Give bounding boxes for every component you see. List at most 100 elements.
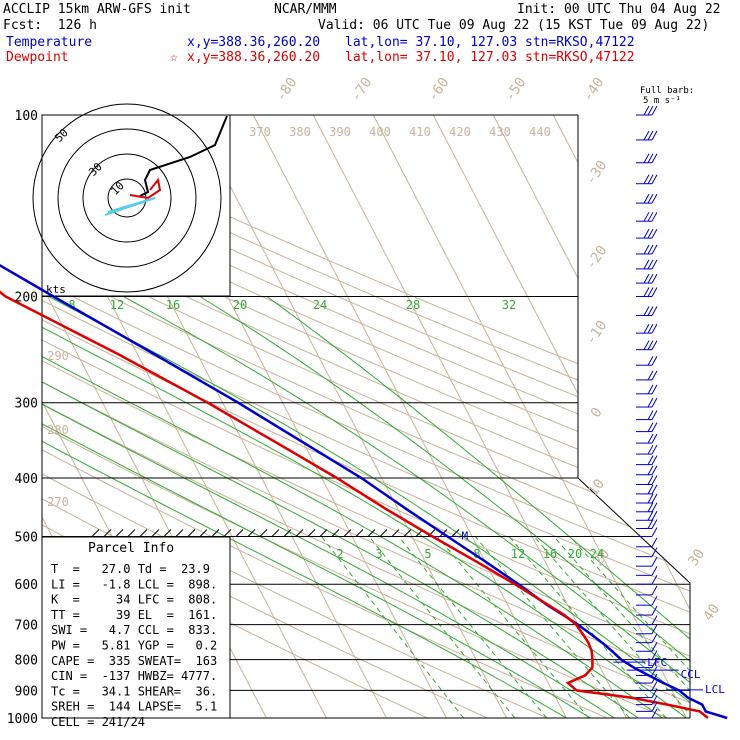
parcel-info-row: CELL = 241/24 bbox=[51, 715, 145, 729]
wind-barb bbox=[636, 433, 658, 444]
dewpoint-station: stn=RKSO,47122 bbox=[525, 50, 635, 65]
hodograph-ring bbox=[82, 153, 172, 243]
wind-barb bbox=[636, 323, 658, 334]
wind-barb-flag bbox=[647, 193, 654, 204]
wind-barb bbox=[636, 633, 658, 644]
wind-barb-flag bbox=[651, 511, 658, 521]
wind-barb-flag bbox=[647, 433, 654, 444]
theta-label: 380 bbox=[289, 125, 311, 139]
wind-barb bbox=[636, 688, 658, 699]
hatch-tick bbox=[139, 529, 148, 537]
wind-barb bbox=[636, 502, 658, 513]
wind-barb bbox=[636, 193, 658, 204]
parcel-info-title: Parcel Info bbox=[88, 541, 174, 556]
wind-barb bbox=[636, 153, 658, 164]
moist-adiabat-label: 32 bbox=[502, 298, 516, 312]
moist-adiabat-label: 20 bbox=[233, 298, 247, 312]
wind-barb bbox=[636, 130, 658, 141]
wind-barb-flag bbox=[651, 574, 658, 585]
wind-barb-flag bbox=[647, 211, 654, 222]
wind-barb-flag bbox=[643, 130, 650, 141]
wind-barb-flag bbox=[651, 484, 658, 495]
temperature-xy: x,y=388.36,260.20 bbox=[187, 35, 321, 50]
wind-barb-flag bbox=[643, 273, 650, 284]
wind-barb-flag bbox=[651, 455, 658, 465]
mixing-ratio-label: 16 bbox=[543, 547, 557, 561]
hatch-tick bbox=[331, 529, 340, 537]
wind-barb-flag bbox=[647, 422, 654, 432]
hatch-tick bbox=[103, 529, 112, 537]
hatch-tick bbox=[115, 529, 124, 537]
theta-label: 440 bbox=[529, 125, 551, 139]
wind-barb bbox=[636, 105, 658, 116]
wind-barb-flag bbox=[651, 527, 658, 537]
dewpoint-marker-icon: ☆ bbox=[170, 50, 178, 65]
pressure-tick-label: 100 bbox=[15, 109, 38, 124]
wind-barb bbox=[636, 259, 658, 270]
wind-barb bbox=[636, 519, 658, 530]
wind-barb-flag bbox=[651, 287, 658, 297]
theta-side-label: 290 bbox=[47, 349, 69, 363]
isotherm-label: -20 bbox=[583, 243, 611, 273]
wind-barb-flag bbox=[651, 384, 658, 395]
wind-barb bbox=[636, 287, 658, 298]
pressure-tick-label: 200 bbox=[15, 291, 38, 306]
wind-barb-flag bbox=[647, 475, 654, 485]
dry-adiabat bbox=[42, 115, 690, 718]
dry-adiabat bbox=[42, 115, 690, 718]
wind-barb-flag bbox=[643, 193, 650, 204]
wind-barb-flag bbox=[647, 323, 654, 334]
wind-barb-flag bbox=[651, 355, 658, 366]
forecast-hour: Fcst: 126 h bbox=[3, 18, 97, 33]
moist-adiabat-label: 8 bbox=[68, 298, 75, 312]
dry-adiabat bbox=[42, 115, 690, 718]
parcel-info-row: CAPE = 335 SWEAT= 163 bbox=[51, 654, 217, 668]
isotherm-line bbox=[192, 115, 507, 718]
parcel-info-row: SREH = 144 LAPSE= 5.1 bbox=[51, 700, 217, 714]
mixing-ratio-line bbox=[398, 536, 548, 718]
parcel-info-box: Parcel Info T = 27.0 Td = 23.9LI = -1.8 L… bbox=[41, 536, 231, 729]
wind-barb-flag bbox=[643, 153, 650, 163]
wind-barb bbox=[636, 370, 658, 381]
wind-barb-flag bbox=[643, 306, 650, 316]
wind-barb bbox=[636, 574, 658, 585]
wind-barb bbox=[636, 465, 658, 476]
wind-barb bbox=[636, 605, 658, 616]
wind-barb bbox=[636, 228, 658, 239]
isotherm-label: 20 bbox=[590, 546, 613, 569]
wind-barb-flag bbox=[651, 130, 658, 141]
wind-barb-flag bbox=[647, 355, 654, 366]
wind-barb bbox=[636, 547, 658, 558]
wind-barb bbox=[636, 340, 658, 351]
parcel-info-row: Tc = 34.1 SHEAR= 36. bbox=[51, 684, 217, 698]
temperature-station: stn=RKSO,47122 bbox=[525, 35, 635, 50]
isotherm-line bbox=[432, 115, 690, 718]
hatch-tick bbox=[187, 529, 196, 537]
wind-barb-flag bbox=[647, 174, 654, 184]
isotherm-label: -40 bbox=[580, 75, 608, 105]
theta-label: 410 bbox=[409, 125, 431, 139]
wind-barb-flag bbox=[651, 273, 658, 284]
barb-legend-title: Full barb: bbox=[640, 86, 695, 96]
wind-barb-flag bbox=[643, 228, 650, 239]
theta-label: 420 bbox=[449, 125, 471, 139]
parcel-info-row: K = 34 LFC = 808. bbox=[51, 593, 217, 607]
wind-barb-flag bbox=[643, 174, 650, 184]
mixing-ratio-line bbox=[321, 536, 464, 718]
mixing-ratio-label: 5 bbox=[424, 547, 431, 561]
dry-adiabat bbox=[42, 115, 690, 718]
isotherm-label: -60 bbox=[425, 75, 453, 105]
isotherm-label: -80 bbox=[273, 75, 301, 105]
wind-barb-flag bbox=[647, 397, 654, 408]
hatch-tick bbox=[175, 529, 184, 537]
frame-right bbox=[577, 115, 691, 718]
wind-barb-flag bbox=[643, 211, 650, 222]
wind-barb-flag bbox=[651, 422, 658, 432]
hodograph-units: kts bbox=[46, 283, 66, 296]
center-title: NCAR/MMM bbox=[274, 2, 337, 17]
wind-barb bbox=[636, 475, 658, 486]
pressure-tick-label: 300 bbox=[15, 397, 38, 412]
isotherm-label: 0 bbox=[588, 405, 606, 421]
wind-barb-flag bbox=[647, 287, 654, 297]
